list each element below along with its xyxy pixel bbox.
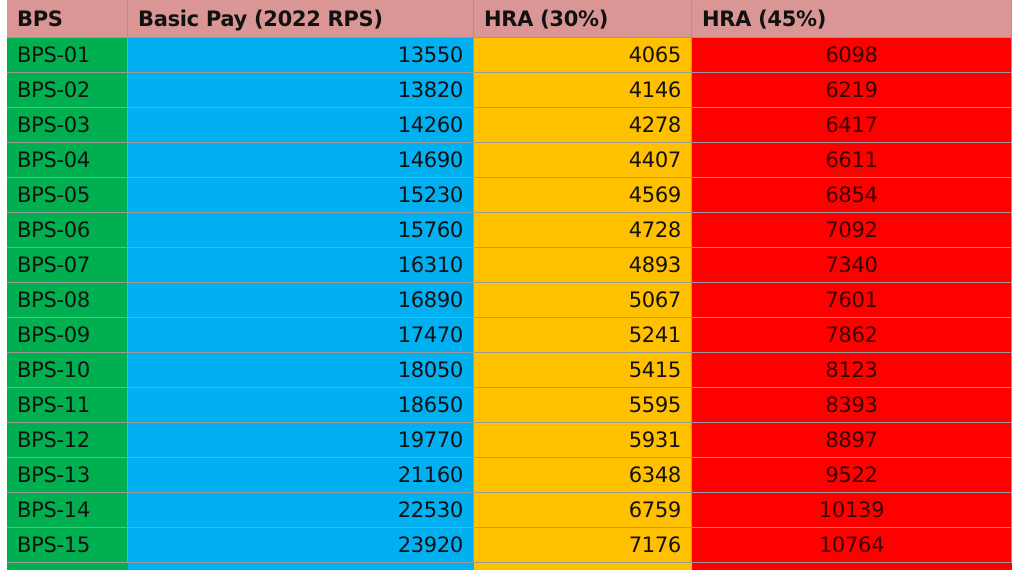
table-cell: 5067 <box>474 283 692 318</box>
table-cell: BPS-06 <box>7 213 128 248</box>
table-cell: BPS-04 <box>7 143 128 178</box>
table-cell: 4569 <box>474 178 692 213</box>
table-cell: 4065 <box>474 38 692 73</box>
table-cell: 18050 <box>128 353 474 388</box>
table-cell: BPS-15 <box>7 528 128 563</box>
table-cell: 4893 <box>474 248 692 283</box>
table-cell: BPS-09 <box>7 318 128 353</box>
table-cell: BPS-05 <box>7 178 128 213</box>
table-cell: 5595 <box>474 388 692 423</box>
table-cell: 8897 <box>692 423 1012 458</box>
header-cell: Basic Pay (2022 RPS) <box>128 0 474 38</box>
table-cell: 4278 <box>474 108 692 143</box>
table-cell: BPS-02 <box>7 73 128 108</box>
table-cell: 16310 <box>128 248 474 283</box>
table-cell: 22530 <box>128 493 474 528</box>
table-cell: 6759 <box>474 493 692 528</box>
table-cell: 4407 <box>474 143 692 178</box>
table-cell: 7340 <box>692 248 1012 283</box>
table-cell: BPS-07 <box>7 248 128 283</box>
table-cell: BPS-12 <box>7 423 128 458</box>
table-cell: 13550 <box>128 38 474 73</box>
table-cell: 19770 <box>128 423 474 458</box>
table-cell: 7601 <box>692 283 1012 318</box>
table-cell: 8123 <box>692 353 1012 388</box>
table-cell: 5931 <box>474 423 692 458</box>
table-cell: 6854 <box>692 178 1012 213</box>
table-cell: 18650 <box>128 388 474 423</box>
table-cell: 7176 <box>474 528 692 563</box>
table-cell: 6219 <box>692 73 1012 108</box>
partial-row <box>474 563 692 570</box>
table-cell: 14260 <box>128 108 474 143</box>
header-cell: HRA (30%) <box>474 0 692 38</box>
partial-row <box>128 563 474 570</box>
table-cell: 14690 <box>128 143 474 178</box>
table-cell: 10764 <box>692 528 1012 563</box>
table-cell: 5241 <box>474 318 692 353</box>
header-cell: HRA (45%) <box>692 0 1012 38</box>
header-cell: BPS <box>7 0 128 38</box>
table-cell: 17470 <box>128 318 474 353</box>
table-cell: 15230 <box>128 178 474 213</box>
table-cell: 6611 <box>692 143 1012 178</box>
table-cell: BPS-01 <box>7 38 128 73</box>
table-cell: BPS-13 <box>7 458 128 493</box>
table-cell: 5415 <box>474 353 692 388</box>
table-cell: BPS-11 <box>7 388 128 423</box>
table-cell: 16890 <box>128 283 474 318</box>
table-cell: 6348 <box>474 458 692 493</box>
table-cell: 23920 <box>128 528 474 563</box>
table-cell: 9522 <box>692 458 1012 493</box>
table-cell: 4728 <box>474 213 692 248</box>
table-cell: 4146 <box>474 73 692 108</box>
table-cell: BPS-08 <box>7 283 128 318</box>
partial-row <box>692 563 1012 570</box>
table-cell: 15760 <box>128 213 474 248</box>
table-cell: BPS-10 <box>7 353 128 388</box>
table-cell: 7092 <box>692 213 1012 248</box>
table-cell: BPS-03 <box>7 108 128 143</box>
table-cell: 13820 <box>128 73 474 108</box>
table-cell: 6098 <box>692 38 1012 73</box>
partial-row <box>7 563 128 570</box>
table-cell: 21160 <box>128 458 474 493</box>
table-cell: 8393 <box>692 388 1012 423</box>
table-cell: 10139 <box>692 493 1012 528</box>
table-cell: 7862 <box>692 318 1012 353</box>
table-cell: BPS-14 <box>7 493 128 528</box>
table-cell: 6417 <box>692 108 1012 143</box>
